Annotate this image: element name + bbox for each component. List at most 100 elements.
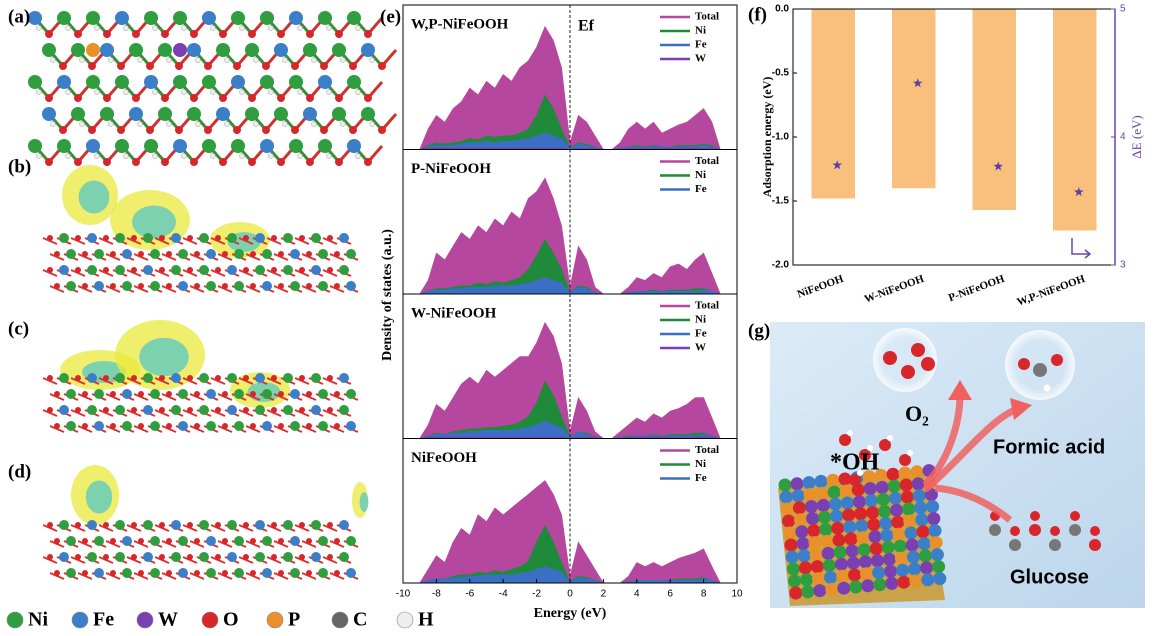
atom bbox=[71, 43, 85, 57]
atom bbox=[327, 235, 333, 241]
atom bbox=[788, 574, 802, 588]
atom bbox=[797, 549, 811, 563]
atom bbox=[784, 538, 798, 552]
atom bbox=[813, 584, 827, 598]
atom bbox=[175, 126, 183, 134]
atom bbox=[904, 526, 918, 540]
x-axis-label: Energy (eV) bbox=[534, 606, 607, 621]
atom bbox=[224, 57, 230, 63]
atom bbox=[306, 94, 314, 102]
atom bbox=[187, 554, 193, 560]
x-tick-label: 2 bbox=[601, 589, 607, 600]
atom bbox=[897, 575, 911, 589]
atom bbox=[355, 25, 361, 31]
atom bbox=[66, 249, 76, 259]
legend-swatch bbox=[6, 611, 24, 629]
atom bbox=[888, 491, 902, 505]
atom bbox=[887, 479, 901, 493]
atom bbox=[115, 552, 125, 562]
atom bbox=[138, 391, 144, 397]
atom bbox=[340, 57, 346, 63]
atom bbox=[103, 554, 109, 560]
atom bbox=[248, 158, 256, 166]
panel-label: (e) bbox=[380, 6, 401, 27]
atom bbox=[206, 281, 216, 291]
atom bbox=[780, 502, 794, 516]
atom bbox=[239, 153, 245, 159]
dos-area bbox=[419, 25, 721, 150]
atom bbox=[349, 126, 357, 134]
atom bbox=[832, 533, 846, 547]
atom bbox=[822, 558, 836, 572]
atom bbox=[248, 94, 256, 102]
atom bbox=[87, 265, 97, 275]
atom bbox=[311, 121, 317, 127]
atom bbox=[65, 25, 71, 31]
atom bbox=[778, 478, 792, 492]
atom bbox=[878, 504, 892, 518]
atom bbox=[876, 492, 890, 506]
y2-tick-label: 5 bbox=[1120, 4, 1126, 15]
atom bbox=[122, 389, 132, 399]
atom bbox=[872, 566, 886, 580]
atom bbox=[255, 233, 265, 243]
atom bbox=[47, 267, 53, 273]
atom bbox=[158, 107, 172, 121]
atom bbox=[132, 158, 140, 166]
x-tick-label: -6 bbox=[465, 589, 474, 600]
atom bbox=[231, 11, 245, 25]
atom bbox=[283, 373, 293, 383]
dos-area bbox=[419, 177, 721, 295]
atom bbox=[66, 568, 76, 578]
atom bbox=[869, 542, 883, 556]
atom bbox=[74, 94, 82, 102]
legend-label: O bbox=[223, 609, 239, 631]
atom bbox=[320, 62, 328, 70]
legend-label: Ni bbox=[695, 169, 706, 181]
atom bbox=[335, 158, 343, 166]
atom bbox=[339, 405, 349, 415]
atom bbox=[47, 235, 53, 241]
atom bbox=[234, 421, 244, 431]
atom bbox=[122, 249, 132, 259]
atom bbox=[103, 267, 109, 273]
x-tick-label: -4 bbox=[499, 589, 508, 600]
atom bbox=[110, 251, 116, 257]
atom bbox=[59, 552, 69, 562]
atom bbox=[138, 570, 144, 576]
atom bbox=[166, 251, 172, 257]
atom bbox=[202, 75, 216, 89]
legend-label: Fe bbox=[695, 39, 707, 51]
atom bbox=[54, 391, 60, 397]
dos-area bbox=[419, 94, 721, 150]
atom bbox=[94, 389, 104, 399]
panel-label: (f) bbox=[748, 4, 767, 25]
atom bbox=[334, 423, 340, 429]
atom bbox=[110, 538, 116, 544]
atom bbox=[204, 62, 212, 70]
atom bbox=[143, 520, 153, 530]
atom bbox=[50, 121, 56, 127]
atom bbox=[346, 536, 356, 546]
atom bbox=[88, 126, 96, 134]
legend-label: Ni bbox=[695, 25, 706, 37]
atom bbox=[173, 75, 187, 89]
atom bbox=[845, 544, 859, 558]
atom bbox=[378, 62, 386, 70]
atom bbox=[289, 11, 303, 25]
atom bbox=[863, 482, 877, 496]
atom bbox=[303, 107, 317, 121]
atom bbox=[827, 485, 841, 499]
scheme-text: Glucose bbox=[1010, 566, 1089, 588]
atom bbox=[1010, 526, 1020, 536]
atom bbox=[262, 281, 272, 291]
atom bbox=[852, 495, 866, 509]
atom bbox=[821, 546, 835, 560]
atom bbox=[335, 94, 343, 102]
panel-label: (d) bbox=[8, 461, 31, 482]
atom bbox=[1049, 539, 1061, 551]
legend-label: W bbox=[158, 609, 178, 631]
atom bbox=[150, 281, 160, 291]
subplot-title: W,P-NiFeOOH bbox=[411, 16, 509, 32]
atom bbox=[161, 94, 169, 102]
